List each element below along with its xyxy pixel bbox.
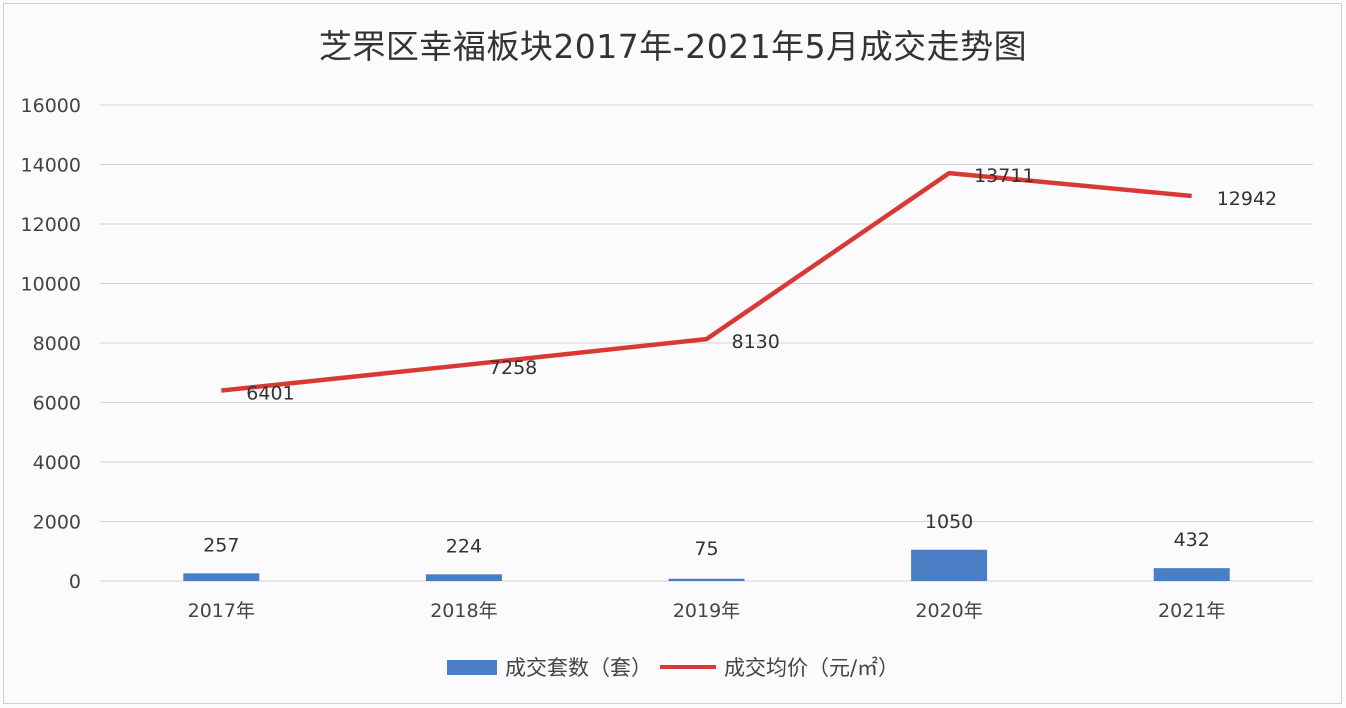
legend: 成交套数（套） 成交均价（元/㎡）: [0, 652, 1346, 682]
x-tick-label: 2017年: [188, 600, 255, 622]
y-tick-label: 2000: [33, 512, 81, 534]
y-tick-label: 8000: [33, 333, 81, 355]
x-tick-label: 2020年: [915, 600, 982, 622]
y-tick-label: 14000: [21, 155, 81, 177]
bar: [1153, 568, 1230, 581]
bar-data-label: 75: [694, 538, 718, 560]
line-data-label: 6401: [246, 383, 294, 405]
price-line: [221, 170, 1192, 393]
x-tick-label: 2018年: [430, 600, 497, 622]
x-tick-label: 2019年: [673, 600, 740, 622]
bar-data-label: 257: [203, 534, 239, 556]
legend-bar-label: 成交套数（套）: [504, 656, 652, 680]
y-tick-label: 16000: [21, 95, 81, 117]
legend-item-line: 成交均价（元/㎡）: [659, 652, 900, 682]
line-data-label: 12942: [1217, 188, 1277, 210]
bar-swatch-icon: [446, 659, 497, 675]
y-tick-label: 0: [69, 571, 81, 593]
bar: [425, 574, 502, 581]
chart-title: 芝罘区幸福板块2017年-2021年5月成交走势图: [318, 27, 1028, 66]
line-data-label: 13711: [974, 165, 1034, 187]
legend-item-bar: 成交套数（套）: [446, 652, 652, 682]
legend-line-label: 成交均价（元/㎡）: [723, 656, 900, 680]
bar-data-label: 224: [446, 535, 482, 557]
bar: [911, 549, 988, 581]
x-tick-label: 2021年: [1158, 600, 1225, 622]
bar: [183, 573, 260, 581]
y-tick-label: 10000: [21, 274, 81, 296]
bar-data-label: 432: [1174, 529, 1210, 551]
line-data-label: 8130: [732, 331, 780, 353]
line-data-label: 7258: [489, 357, 537, 379]
y-tick-label: 6000: [33, 393, 81, 415]
line-swatch-icon: [659, 665, 716, 669]
bar: [668, 578, 745, 581]
y-tick-label: 4000: [33, 452, 81, 474]
chart-frame: [3, 3, 1342, 704]
y-tick-label: 12000: [21, 214, 81, 236]
bar-data-label: 1050: [925, 511, 973, 533]
